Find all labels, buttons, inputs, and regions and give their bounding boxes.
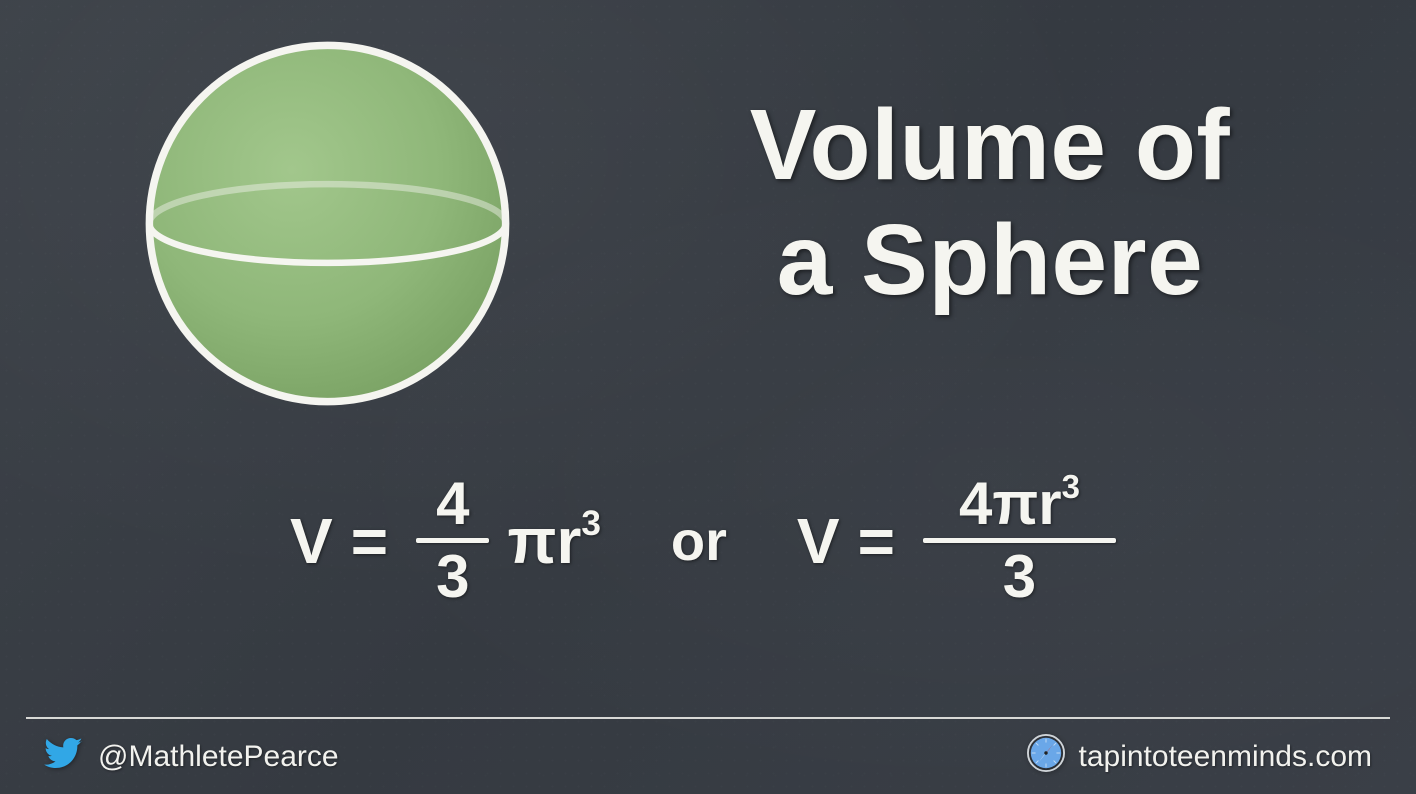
formula2-fraction: 4πr3 3 [923, 470, 1116, 611]
formula-separator: or [671, 508, 727, 573]
twitter-handle: @MathletePearce [98, 740, 339, 774]
sphere-svg [140, 36, 515, 411]
footer-divider [26, 717, 1390, 719]
formula2-lhs: V [797, 509, 840, 573]
formula-row: V = 4 3 πr3 or V = 4πr3 3 [0, 470, 1416, 611]
formula1-fraction: 4 3 [416, 470, 489, 611]
footer-right: tapintoteenminds.com [1027, 734, 1373, 780]
formula1-suffix-exp: 3 [581, 504, 601, 543]
formula1-denominator: 3 [416, 543, 489, 611]
formula2-num-base: 4πr [959, 470, 1062, 537]
formula-left: V = 4 3 πr3 [290, 470, 601, 611]
safari-icon [1027, 734, 1065, 780]
formula1-suffix: πr3 [507, 509, 600, 573]
title-line-2: a Sphere [610, 203, 1370, 318]
formula2-denominator: 3 [967, 543, 1072, 611]
formula1-numerator: 4 [416, 470, 489, 538]
formula-right: V = 4πr3 3 [797, 470, 1126, 611]
formula2-num-exp: 3 [1062, 468, 1080, 505]
sphere-outline [149, 45, 505, 401]
sphere-diagram [140, 36, 515, 411]
title-line-1: Volume of [610, 88, 1370, 203]
formula2-equals: = [858, 509, 895, 573]
website-url: tapintoteenminds.com [1079, 740, 1373, 774]
formula1-equals: = [351, 509, 388, 573]
footer: @MathletePearce [0, 728, 1416, 786]
footer-left: @MathletePearce [44, 733, 339, 781]
slide-title: Volume of a Sphere [610, 88, 1370, 318]
formula1-suffix-base: πr [507, 505, 581, 577]
main-slide: Volume of a Sphere V = 4 3 πr3 or V = [0, 0, 1416, 720]
formula2-numerator: 4πr3 [923, 470, 1116, 538]
formula1-lhs: V [290, 509, 333, 573]
twitter-icon [44, 733, 84, 781]
